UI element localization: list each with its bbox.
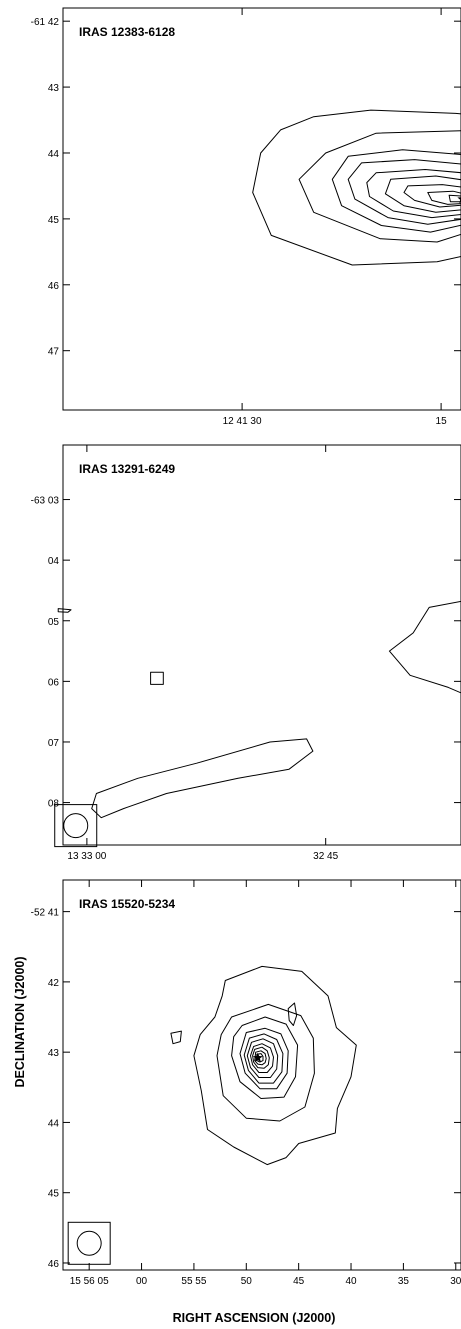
beam-ellipse [76, 1230, 102, 1256]
y-tick-label: -52 41 [31, 908, 60, 919]
contour-line [287, 1002, 298, 1026]
y-tick-label: 43 [48, 83, 60, 94]
x-tick-label: 55 55 [181, 1276, 206, 1287]
contour-line [246, 1038, 279, 1078]
x-tick-label: 15 [436, 416, 448, 427]
y-tick-label: 47 [48, 347, 60, 358]
contour-line [331, 149, 461, 233]
y-tick-label: 07 [48, 738, 60, 749]
y-tick-label: 44 [48, 149, 60, 160]
y-tick-label: 05 [48, 617, 60, 628]
contour-line [252, 109, 461, 266]
contour-line [91, 738, 314, 819]
panel-title: IRAS 13291-6249 [79, 462, 175, 476]
contour-line [150, 671, 164, 685]
y-tick-label: 46 [48, 281, 60, 292]
contour-line [427, 190, 461, 205]
x-tick-label: 32 45 [313, 851, 338, 862]
contour-line [384, 175, 461, 213]
contour-line [252, 1046, 270, 1069]
contour-line [388, 600, 461, 694]
y-tick-label: 42 [48, 978, 60, 989]
x-tick-label: 50 [241, 1276, 253, 1287]
y-tick-label: 04 [48, 556, 60, 567]
plot-frame [62, 879, 461, 1271]
panel-iras-15520-5234: 15 56 05 00 55 55 50 45 40 35 30 -52 41 42 43 44 45 4… [31, 879, 461, 1287]
contour-line [193, 965, 357, 1166]
y-tick-label: -63 03 [31, 496, 60, 507]
y-axis-label: DECLINATION (J2000) [13, 956, 27, 1087]
panel-title: IRAS 12383-6128 [79, 25, 175, 39]
contour-line [448, 194, 461, 203]
y-tick-label: 45 [48, 215, 60, 226]
x-tick-label: 45 [293, 1276, 305, 1287]
y-tick-label: 06 [48, 677, 60, 688]
contour-line [250, 1043, 274, 1073]
x-tick-label: 40 [345, 1276, 357, 1287]
x-tick-label: 35 [398, 1276, 410, 1287]
x-tick-label: 30 [450, 1276, 461, 1287]
plot-frame [62, 7, 461, 411]
contour-line [298, 130, 461, 243]
contour-line [57, 608, 72, 613]
source-star-marker [457, 197, 461, 204]
contour-line [366, 169, 461, 219]
y-tick-label: 44 [48, 1118, 60, 1129]
plot-frame [62, 444, 461, 846]
contour-line [403, 184, 461, 208]
panel-title: IRAS 15520-5234 [79, 897, 175, 911]
y-tick-label: -61 42 [31, 17, 60, 28]
x-tick-label: 00 [136, 1276, 148, 1287]
beam-box [54, 804, 98, 848]
x-tick-label: 15 56 05 [70, 1276, 109, 1287]
contour-line [231, 1016, 299, 1099]
contour-line [216, 1003, 315, 1122]
source-star-marker [252, 1052, 263, 1062]
y-tick-label: 43 [48, 1048, 60, 1059]
beam-box [67, 1221, 111, 1265]
contour-line [243, 1033, 284, 1084]
y-tick-label: 08 [48, 799, 60, 810]
beam-ellipse [63, 813, 89, 839]
x-tick-label: 12 41 30 [223, 416, 262, 427]
x-tick-label: 13 33 00 [67, 851, 106, 862]
x-axis-label: RIGHT ASCENSION (J2000) [173, 1311, 336, 1325]
y-tick-label: 45 [48, 1189, 60, 1200]
contour-line [170, 1030, 182, 1045]
y-tick-label: 46 [48, 1259, 60, 1270]
contour-line [254, 1050, 267, 1066]
contour-line [239, 1027, 289, 1090]
